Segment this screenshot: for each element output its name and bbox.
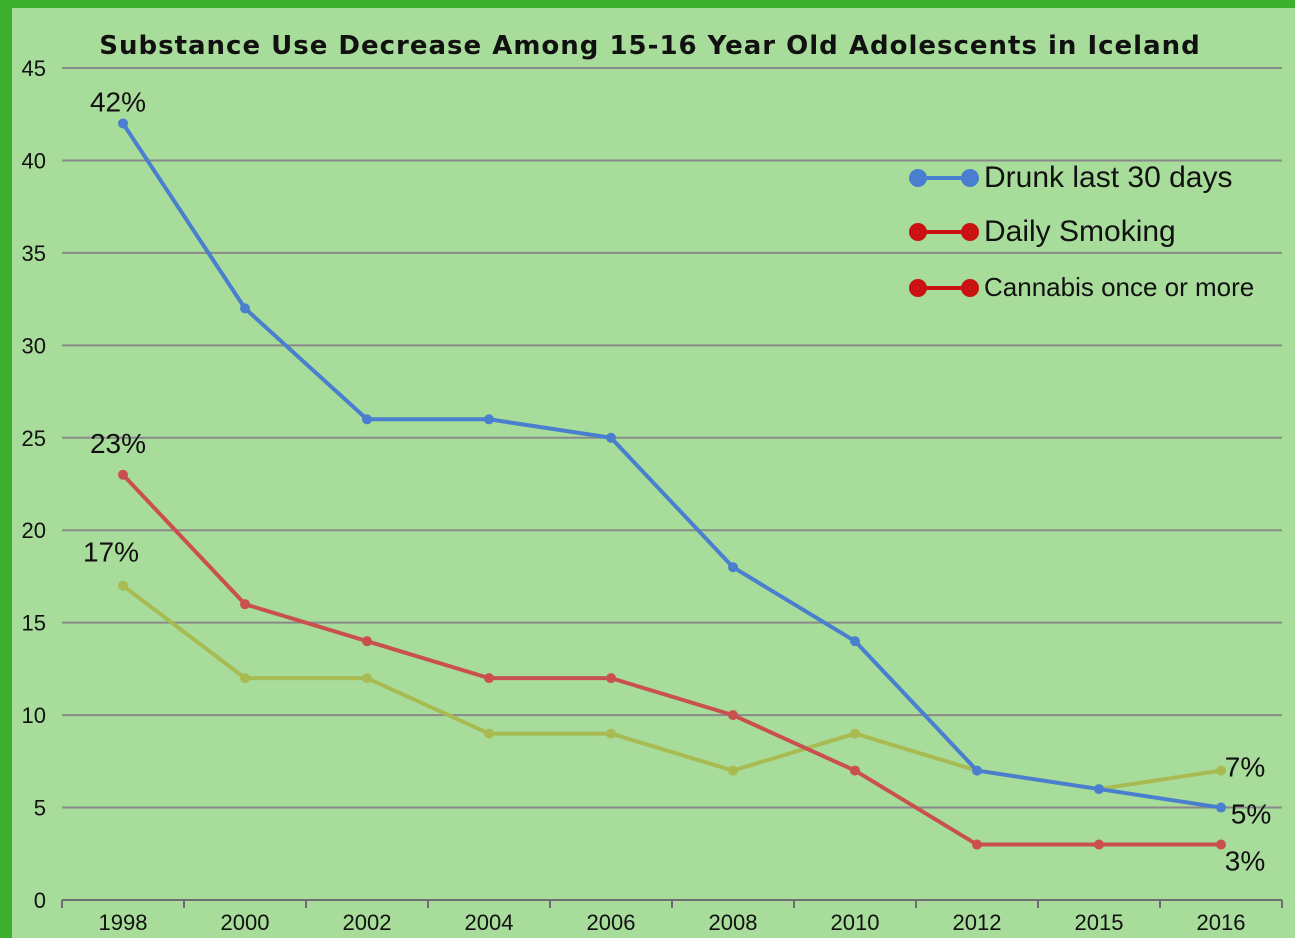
data-label: 3% xyxy=(1225,846,1265,877)
data-label: 42% xyxy=(90,86,146,117)
gridlines xyxy=(62,67,1282,809)
data-label: 17% xyxy=(83,537,139,568)
x-tick-label: 2006 xyxy=(587,910,636,935)
data-point xyxy=(972,839,982,850)
data-label: 5% xyxy=(1231,799,1271,830)
x-tick-label: 2015 xyxy=(1075,910,1124,935)
data-point xyxy=(240,673,250,684)
legend-marker xyxy=(909,169,927,187)
chart-title: Substance Use Decrease Among 15-16 Year … xyxy=(99,31,1201,61)
series-lines xyxy=(118,118,1226,850)
data-point xyxy=(484,414,494,425)
line-chart: 0 5 10 15 20 25 30 35 40 45 1998 2000 2002 2004 2006 20… xyxy=(22,31,1283,935)
x-tick-label: 2012 xyxy=(953,910,1002,935)
data-point xyxy=(1216,802,1226,813)
data-point xyxy=(118,469,128,480)
data-point xyxy=(1216,839,1226,850)
y-tick-label: 10 xyxy=(22,703,46,728)
series-line xyxy=(121,473,1221,847)
data-point xyxy=(1094,839,1104,850)
y-tick-label: 0 xyxy=(34,888,46,913)
data-point xyxy=(850,636,860,647)
x-tick-label: 2002 xyxy=(343,910,392,935)
data-point xyxy=(484,728,494,739)
data-point xyxy=(606,673,616,684)
data-point xyxy=(972,765,982,776)
legend-marker xyxy=(961,279,979,297)
data-point xyxy=(240,599,250,610)
data-point xyxy=(1094,784,1104,795)
legend-marker xyxy=(961,223,979,241)
data-label: 23% xyxy=(90,428,146,459)
data-label: 7% xyxy=(1225,752,1265,783)
legend-marker xyxy=(961,169,979,187)
data-point xyxy=(850,765,860,776)
chart-frame: 0 5 10 15 20 25 30 35 40 45 1998 2000 2002 2004 2006 20… xyxy=(12,8,1295,938)
data-point xyxy=(118,580,128,591)
data-point xyxy=(362,636,372,647)
y-tick-label: 45 xyxy=(22,56,46,81)
y-tick-label: 30 xyxy=(22,333,46,358)
x-tick-label: 2010 xyxy=(831,910,880,935)
y-tick-label: 15 xyxy=(22,611,46,636)
data-point xyxy=(1216,765,1226,776)
y-tick-label: 25 xyxy=(22,426,46,451)
data-point xyxy=(240,303,250,314)
series-line xyxy=(121,122,1222,810)
legend-label: Drunk last 30 days xyxy=(984,161,1232,194)
x-tick-label: 2000 xyxy=(221,910,270,935)
data-point xyxy=(728,710,738,721)
y-tick-label: 40 xyxy=(22,148,46,173)
data-point xyxy=(118,118,128,129)
legend: Drunk last 30 days Daily Smoking Cannabis … xyxy=(909,161,1254,302)
axes: 0 5 10 15 20 25 30 35 40 45 1998 2000 2002 2004 2006 20… xyxy=(22,56,1283,935)
legend-marker xyxy=(909,223,927,241)
y-tick-label: 35 xyxy=(22,241,46,266)
legend-marker xyxy=(909,279,927,297)
x-tick-label: 2016 xyxy=(1197,910,1246,935)
y-tick-label: 20 xyxy=(22,518,46,543)
data-point xyxy=(362,673,372,684)
data-point xyxy=(484,673,494,684)
x-tick-label: 1998 xyxy=(99,910,148,935)
x-tick-label: 2004 xyxy=(465,910,514,935)
data-annotations: 42% 23% 17% 7% 5% 3% xyxy=(83,86,1271,876)
data-point xyxy=(728,562,738,573)
legend-label: Daily Smoking xyxy=(984,215,1176,248)
data-point xyxy=(850,728,860,739)
x-tick-label: 2008 xyxy=(709,910,758,935)
data-point xyxy=(606,432,616,443)
y-tick-label: 5 xyxy=(34,796,46,821)
data-point xyxy=(362,414,372,425)
data-point xyxy=(728,765,738,776)
legend-label: Cannabis once or more xyxy=(984,272,1254,302)
data-point xyxy=(606,728,616,739)
